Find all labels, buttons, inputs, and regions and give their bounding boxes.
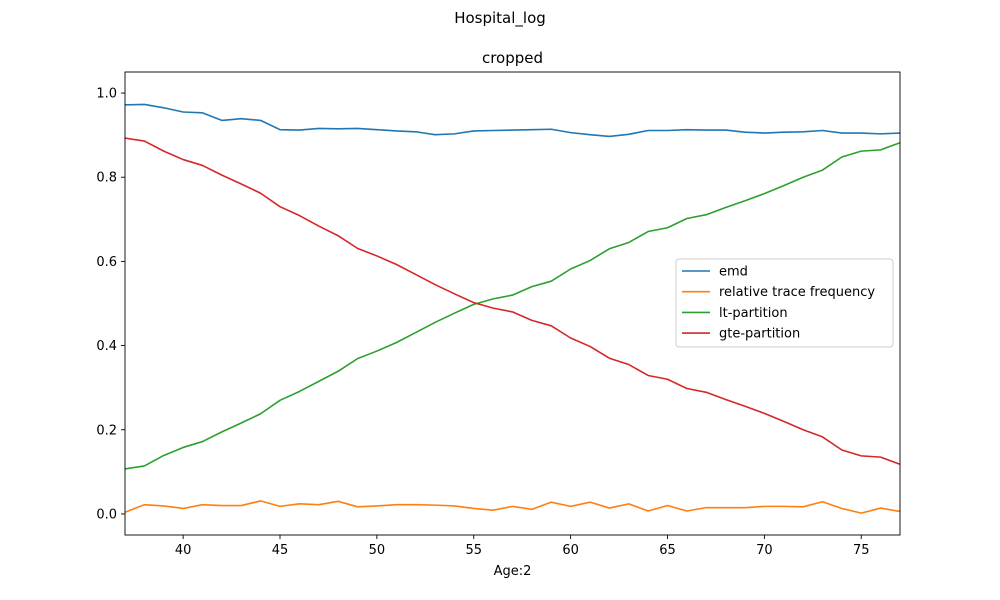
series-line-emd [124,103,901,138]
x-tick-label: 70 [756,543,773,558]
y-tick-label: 0.0 [96,507,117,522]
x-tick-label: 40 [175,543,192,558]
chart-title: cropped [482,49,543,67]
y-tick-label: 0.4 [96,339,117,354]
y-tick-label: 1.0 [96,87,117,102]
plot-frame [124,71,901,536]
figure-suptitle: Hospital_log [454,9,546,27]
x-tick-label: 65 [659,543,676,558]
x-tick-label: 75 [853,543,870,558]
y-tick-label: 0.2 [96,423,117,438]
series-line-gte-partition [124,137,901,466]
series-layer [124,103,901,514]
legend-box [675,258,894,348]
axes-layer: 40 45 50 55 60 65 70 75 0.0 0.2 0.4 0.6 0.8 1.0 [96,71,901,558]
series-line-relative-trace-frequency [124,500,901,514]
y-tick-label: 0.8 [96,171,117,186]
series-line-lt-partition [124,141,901,470]
x-tick-label: 45 [272,543,289,558]
x-tick-label: 60 [562,543,579,558]
y-tick-label: 0.6 [96,255,117,270]
x-axis-label: Age:2 [494,564,532,579]
x-tick-label: 55 [465,543,482,558]
x-tick-label: 50 [369,543,386,558]
legend-label: relative trace frequency [719,285,875,300]
legend-label: emd [719,265,748,280]
legend-label: lt-partition [719,306,788,321]
legend-label: gte-partition [719,327,800,342]
legend: emd relative trace frequency lt-partition g… [675,258,894,348]
